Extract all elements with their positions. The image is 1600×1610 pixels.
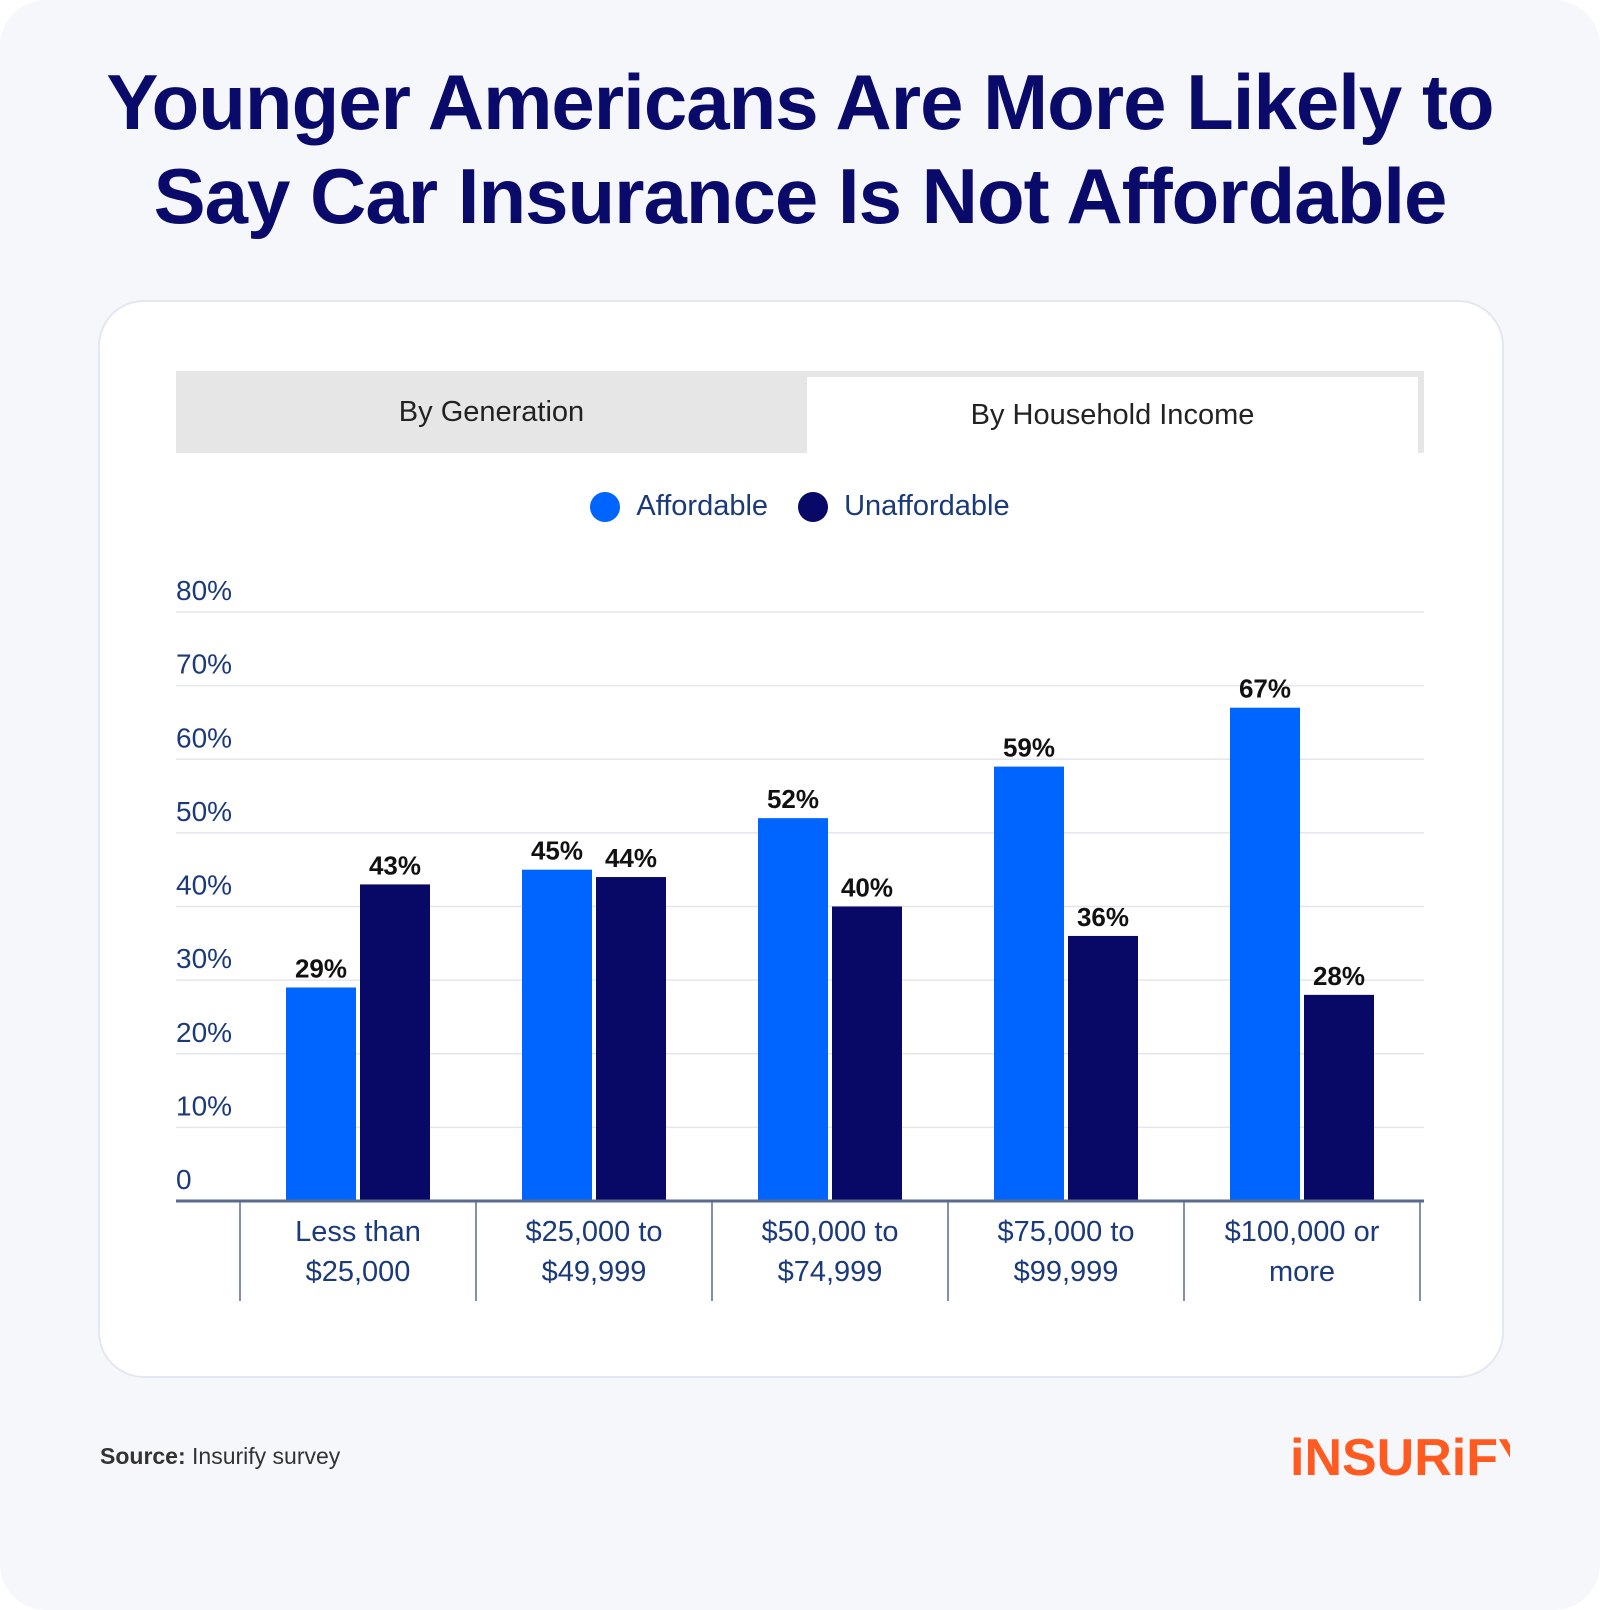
title-line-1: Younger Americans Are More Likely to [106, 58, 1494, 146]
x-tick-label: Less than [295, 1216, 421, 1248]
tab-by-household-income[interactable]: By Household Income [807, 377, 1418, 453]
x-tick-label: $25,000 to [525, 1216, 662, 1248]
bar-unaffordable [832, 906, 902, 1200]
y-tick-label: 20% [176, 1017, 232, 1048]
data-label: 29% [295, 953, 347, 983]
data-label: 67% [1239, 674, 1291, 704]
x-tick-label: $74,999 [778, 1256, 883, 1288]
data-label: 40% [841, 873, 893, 903]
chart-legend: Affordable Unaffordable [0, 490, 1600, 523]
x-tick-label: $75,000 to [997, 1216, 1134, 1248]
data-label: 28% [1313, 961, 1365, 991]
legend-label-unaffordable: Unaffordable [844, 490, 1010, 522]
tab-by-household-income-label: By Household Income [970, 398, 1255, 431]
bar-unaffordable [1304, 994, 1374, 1200]
bar-affordable [286, 987, 356, 1200]
x-tick-label: $99,999 [1014, 1256, 1119, 1288]
title-line-2: Say Car Insurance Is Not Affordable [153, 152, 1448, 240]
x-tick-label: $50,000 to [761, 1216, 898, 1248]
bar-unaffordable [360, 884, 430, 1200]
y-tick-label: 50% [176, 796, 232, 827]
legend-dot-affordable [590, 491, 621, 522]
data-label: 45% [531, 836, 583, 866]
tab-by-generation[interactable]: By Generation [176, 371, 807, 453]
bar-unaffordable [596, 877, 666, 1200]
x-tick-label: $100,000 or [1225, 1216, 1380, 1248]
y-tick-label: 80% [176, 575, 232, 606]
legend-item-affordable: Affordable [590, 490, 768, 523]
source-text: Insurify survey [192, 1443, 341, 1469]
data-label: 36% [1077, 902, 1129, 932]
bar-affordable [758, 818, 828, 1200]
data-label: 52% [767, 784, 819, 814]
insurify-logo: iNSURiFY [1290, 1429, 1510, 1485]
bar-affordable [522, 869, 592, 1200]
y-tick-label: 60% [176, 722, 232, 753]
legend-dot-unaffordable [798, 491, 829, 522]
legend-label-affordable: Affordable [636, 490, 769, 522]
x-tick-label: $25,000 [306, 1256, 411, 1288]
data-label: 44% [605, 843, 657, 873]
tab-bar: By Generation By Household Income [176, 371, 1424, 453]
y-tick-label: 70% [176, 649, 232, 680]
source-note: Source: Insurify survey [100, 1443, 340, 1470]
y-tick-label: 30% [176, 943, 232, 974]
source-label: Source: [100, 1443, 186, 1469]
bar-unaffordable [1068, 935, 1138, 1200]
bar-affordable [994, 766, 1064, 1200]
page-title: Younger Americans Are More Likely to Say… [0, 55, 1600, 243]
y-tick-label: 10% [176, 1090, 232, 1121]
x-tick-label: more [1269, 1256, 1335, 1288]
bar-affordable [1230, 707, 1300, 1200]
y-tick-label: 0 [176, 1164, 192, 1195]
x-tick-label: $49,999 [542, 1256, 647, 1288]
data-label: 59% [1003, 733, 1055, 763]
logo-wordmark: iNSURiFY [1290, 1429, 1510, 1485]
tab-by-generation-label: By Generation [398, 395, 585, 428]
legend-item-unaffordable: Unaffordable [798, 490, 1010, 523]
data-label: 43% [369, 850, 421, 880]
y-tick-label: 40% [176, 870, 232, 901]
